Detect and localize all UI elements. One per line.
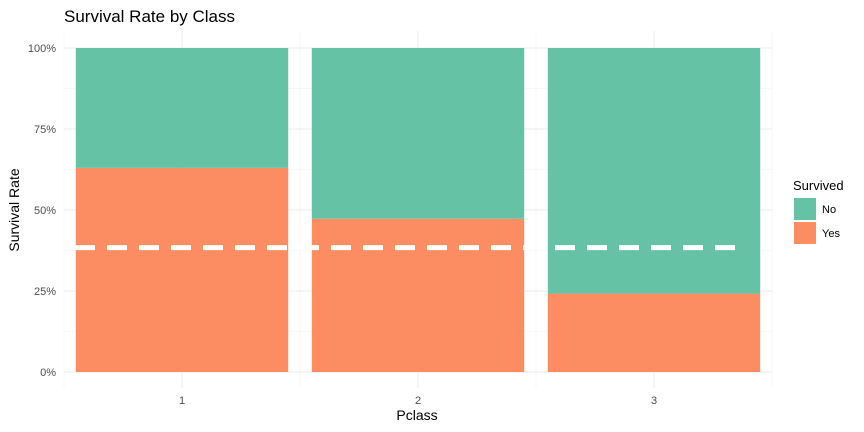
y-axis-title: Survival Rate [6,168,22,251]
legend-items: No Yes [794,198,840,244]
y-tick-label: 25% [34,286,56,298]
legend: Survived No Yes [793,178,844,244]
y-tick-label: 100% [28,43,56,55]
x-axis-title: Pclass [396,407,437,423]
legend-label-no: No [822,204,836,216]
bars [75,48,761,372]
y-axis-ticks: 0% 25% 50% 75% 100% [28,43,56,379]
x-tick-label: 1 [179,395,185,407]
y-tick-label: 75% [34,124,56,136]
bar-yes-class-3 [547,293,761,372]
bar-yes-class-2 [311,218,525,372]
bar-yes-class-1 [75,167,289,372]
bar-no-class-3 [547,48,761,294]
y-tick-label: 50% [34,205,56,217]
x-tick-label: 3 [651,395,657,407]
legend-swatch-yes [794,222,816,244]
legend-title: Survived [793,178,844,193]
chart-title: Survival Rate by Class [64,7,235,26]
legend-label-yes: Yes [822,228,840,240]
legend-swatch-no [794,198,816,220]
bar-no-class-2 [311,48,525,219]
bar-no-class-1 [75,48,289,168]
x-axis-ticks: 1 2 3 [179,395,657,407]
y-tick-label: 0% [40,367,56,379]
x-tick-label: 2 [415,395,421,407]
